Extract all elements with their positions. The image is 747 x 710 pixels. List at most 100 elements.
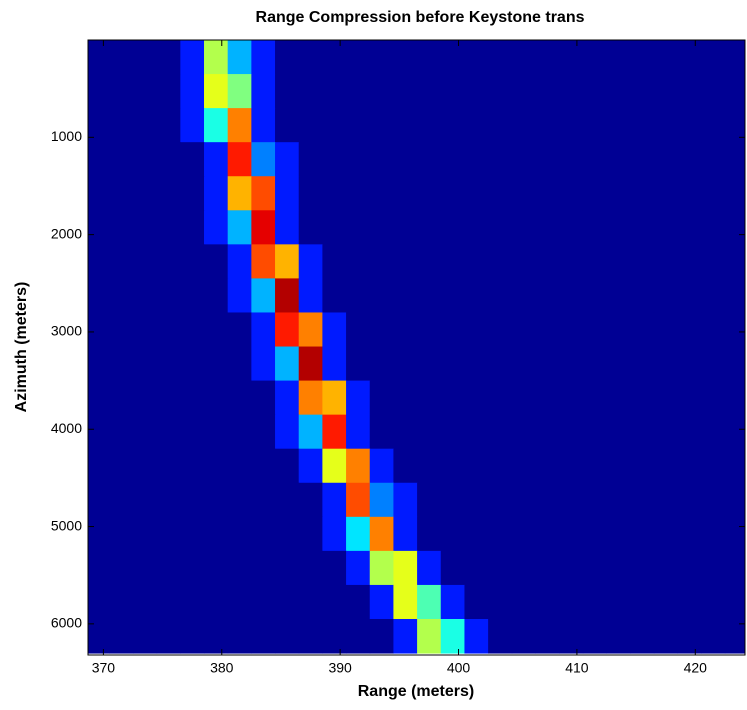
heatmap-cell <box>653 244 679 279</box>
heatmap-cell <box>298 40 323 75</box>
heatmap-cell <box>606 74 631 109</box>
heatmap-cell <box>511 278 536 313</box>
heatmap-cell <box>275 108 300 143</box>
heatmap-cell <box>204 142 229 177</box>
heatmap-cell <box>701 176 726 211</box>
heatmap-cell <box>204 618 229 654</box>
heatmap-cell <box>701 584 726 620</box>
heatmap-cell <box>488 40 513 75</box>
heatmap-cell <box>417 74 442 109</box>
heatmap-cell <box>322 176 347 211</box>
heatmap-cell <box>440 584 465 620</box>
heatmap-cell <box>156 312 181 348</box>
heatmap-cell <box>488 176 513 211</box>
heatmap-cell <box>724 380 745 416</box>
heatmap-cell <box>298 176 323 211</box>
heatmap-cell <box>488 550 513 586</box>
heatmap-cell <box>724 516 745 552</box>
heatmap-cell <box>393 210 418 245</box>
x-tick-label: 380 <box>210 660 234 676</box>
heatmap-cell <box>677 74 702 109</box>
heatmap-cell <box>488 380 513 416</box>
heatmap-cell <box>440 380 465 416</box>
heatmap-cell <box>677 40 702 75</box>
heatmap-cell <box>204 482 229 518</box>
heatmap-cell <box>369 550 394 586</box>
heatmap-cell <box>204 40 229 75</box>
heatmap-cell <box>606 40 631 75</box>
heatmap-cell <box>88 108 110 143</box>
heatmap-cell <box>417 346 442 382</box>
heatmap-cell <box>417 448 442 484</box>
heatmap-cell <box>606 244 631 279</box>
heatmap-cell <box>464 380 489 416</box>
heatmap-cell <box>559 584 584 620</box>
heatmap-cell <box>535 210 560 245</box>
heatmap-cell <box>535 312 560 348</box>
heatmap-cell <box>204 278 229 313</box>
heatmap-cell <box>346 414 371 450</box>
heatmap-cell <box>630 380 655 416</box>
heatmap-cell <box>180 312 205 348</box>
heatmap-cell <box>535 550 560 586</box>
heatmap-cell <box>417 312 442 348</box>
heatmap-cell <box>582 210 607 245</box>
heatmap-cell <box>204 176 229 211</box>
heatmap-cell <box>298 414 323 450</box>
heatmap-cell <box>227 176 252 211</box>
heatmap-cell <box>582 176 607 211</box>
heatmap-cell <box>606 312 631 348</box>
heatmap-cell <box>180 380 205 416</box>
heatmap-cell <box>511 142 536 177</box>
heatmap-cell <box>417 584 442 620</box>
heatmap-cell <box>369 312 394 348</box>
heatmap-cell <box>701 618 726 654</box>
heatmap-cell <box>322 516 347 552</box>
heatmap-cell <box>156 176 181 211</box>
heatmap-cell <box>653 550 679 586</box>
heatmap-cell <box>630 244 655 279</box>
heatmap-cell <box>204 244 229 279</box>
heatmap-cell <box>535 176 560 211</box>
heatmap-cell <box>180 210 205 245</box>
heatmap-cell <box>322 346 347 382</box>
heatmap-cell <box>132 448 158 484</box>
heatmap-cell <box>88 618 110 654</box>
heatmap-cell <box>132 244 158 279</box>
heatmap-cell <box>109 380 134 416</box>
heatmap-cell <box>677 550 702 586</box>
heatmap-cell <box>559 142 584 177</box>
heatmap-cell <box>606 618 631 654</box>
heatmap-cell <box>724 346 745 382</box>
heatmap-cell <box>346 108 371 143</box>
heatmap-cell <box>488 346 513 382</box>
heatmap-cell <box>156 618 181 654</box>
heatmap-cell <box>132 482 158 518</box>
y-tick-label: 2000 <box>51 225 82 241</box>
heatmap-cell <box>559 108 584 143</box>
heatmap-cell <box>298 210 323 245</box>
heatmap-cell <box>180 278 205 313</box>
heatmap-cell <box>346 278 371 313</box>
heatmap-cell <box>156 448 181 484</box>
heatmap-cell <box>677 176 702 211</box>
heatmap-cell <box>724 142 745 177</box>
heatmap-cell <box>275 584 300 620</box>
heatmap-cell <box>156 210 181 245</box>
heatmap-cell <box>511 584 536 620</box>
heatmap-cell <box>417 210 442 245</box>
heatmap-cell <box>132 516 158 552</box>
heatmap-cell <box>630 142 655 177</box>
heatmap-cell <box>275 448 300 484</box>
heatmap-cell <box>417 176 442 211</box>
heatmap-cell <box>724 74 745 109</box>
heatmap-cell <box>677 312 702 348</box>
heatmap-cell <box>88 550 110 586</box>
heatmap-cell <box>677 618 702 654</box>
heatmap-cell <box>440 40 465 75</box>
heatmap-cell <box>109 516 134 552</box>
heatmap-cell <box>582 482 607 518</box>
heatmap-cell <box>88 176 110 211</box>
heatmap-cell <box>440 516 465 552</box>
heatmap-cell <box>535 414 560 450</box>
